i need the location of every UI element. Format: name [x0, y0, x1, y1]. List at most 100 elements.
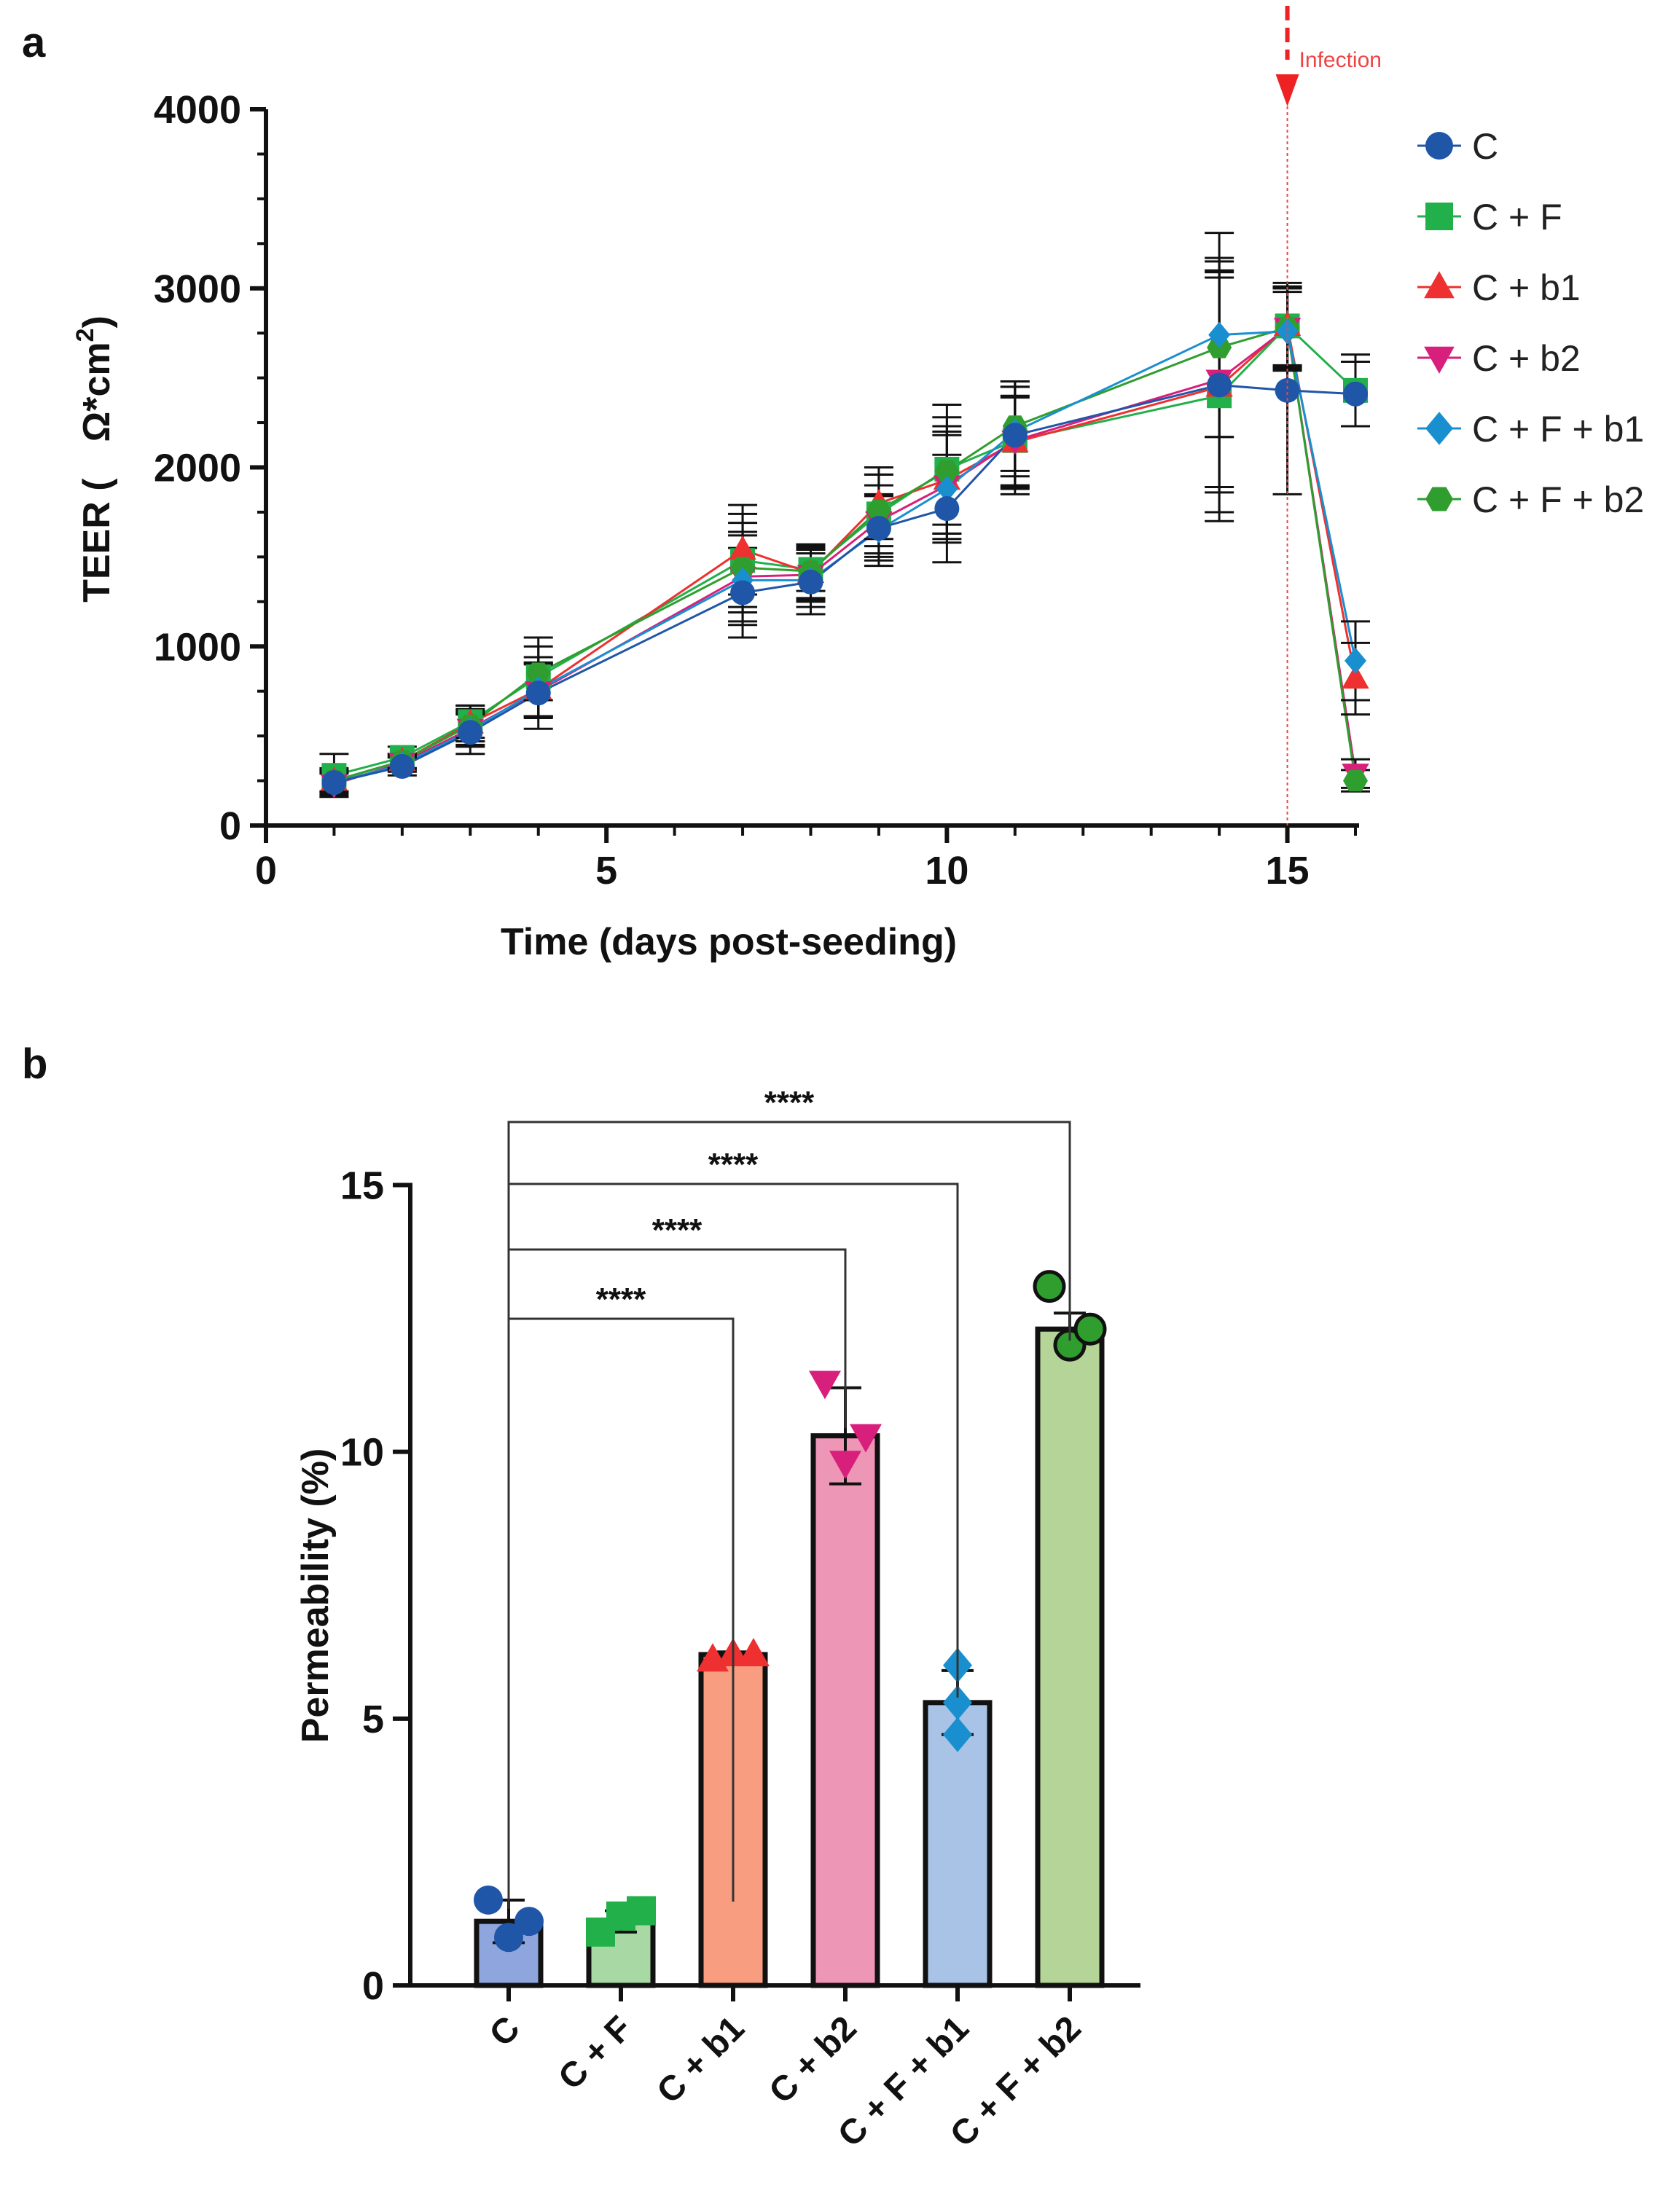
- a-y-tick-label: 1000: [154, 625, 241, 669]
- legend-marker: [1425, 203, 1453, 230]
- a-y-tick-label: 0: [219, 804, 241, 848]
- b-y-tick-label: 10: [340, 1431, 384, 1475]
- significance-label: ****: [764, 1085, 815, 1121]
- significance-bracket: ****: [507, 1212, 847, 1909]
- legend-item: C + b2: [1417, 338, 1581, 379]
- panel-a-label: a: [22, 19, 46, 66]
- b-y-axis-title: Permeability (%): [294, 1448, 337, 1744]
- legend-marker: [1425, 412, 1453, 445]
- b-category-label: C: [482, 2009, 528, 2054]
- b-category-label: C + b2: [762, 2009, 864, 2111]
- a-y-tick-label: 2000: [154, 447, 241, 490]
- a-point-C: [934, 496, 960, 522]
- legend-item: C + b1: [1417, 267, 1581, 308]
- b-data-point: [627, 1896, 656, 1926]
- a-y-axis-title-unit: Ω*cm: [76, 342, 118, 442]
- b-data-point: [943, 1685, 972, 1720]
- b-data-point: [474, 1885, 503, 1915]
- legend-label: C + F + b2: [1472, 479, 1644, 520]
- b-data-point: [850, 1424, 882, 1453]
- a-point-C: [1002, 423, 1028, 448]
- a-x-tick-label: 5: [595, 849, 617, 893]
- a-point-Cb1: [1342, 664, 1369, 689]
- b-data-point: [494, 1923, 523, 1953]
- a-point-C: [458, 720, 483, 745]
- a-point-CFb1: [1345, 647, 1366, 674]
- b-significance-brackets: ****************: [507, 1085, 1071, 1909]
- infection-label: Infection: [1299, 48, 1382, 72]
- a-point-C: [525, 681, 551, 706]
- a-x-tick-label: 0: [255, 849, 277, 893]
- a-series-line-CF: [334, 324, 1357, 777]
- a-y-axis-title: TEER ( Ω*cm2): [71, 315, 118, 603]
- a-y-axis-title-sup: 2: [71, 328, 99, 342]
- panel-b-label: b: [22, 1040, 47, 1088]
- b-data-point: [829, 1451, 861, 1480]
- significance-label: ****: [652, 1212, 702, 1248]
- a-point-C: [321, 770, 347, 796]
- b-y-tick-label: 0: [362, 1964, 384, 2008]
- a-series-lines: [333, 323, 1357, 785]
- a-point-CFb2: [866, 499, 891, 522]
- a-y-axis-title-suffix: ): [76, 315, 118, 328]
- legend-marker: [1425, 487, 1453, 511]
- b-bars: [474, 1326, 1105, 1988]
- legend-marker: [1424, 271, 1455, 299]
- a-point-C: [798, 569, 823, 595]
- legend-label: C: [1472, 126, 1498, 167]
- teer-line-chart: 0 1000 2000 3000 4000 0 5 10 15 Infection C C + F…: [71, 6, 1644, 963]
- infection-arrow-head: [1275, 74, 1299, 106]
- a-point-C: [389, 753, 415, 779]
- a-point-CFb2: [1343, 769, 1368, 792]
- b-category-label: C + b1: [649, 2009, 751, 2111]
- a-point-CFb1: [936, 475, 958, 502]
- legend-marker: [1425, 132, 1453, 160]
- b-bar: [810, 1433, 880, 1988]
- b-data-point: [1033, 1270, 1066, 1303]
- b-data-point: [943, 1717, 972, 1752]
- significance-label: ****: [708, 1147, 759, 1183]
- a-x-axis-title: Time (days post-seeding): [501, 921, 957, 963]
- a-y-tick-label: 3000: [154, 267, 241, 311]
- legend-item: C + F: [1417, 197, 1562, 238]
- b-y-tick-label: 15: [340, 1164, 384, 1207]
- a-markers: [320, 311, 1369, 799]
- legend-label: C + b2: [1472, 338, 1581, 379]
- b-data-point: [737, 1637, 770, 1666]
- a-point-C: [730, 580, 756, 605]
- a-x-tick-label: 15: [1266, 849, 1310, 893]
- legend-label: C + F + b1: [1472, 409, 1644, 450]
- b-y-tick-label: 5: [362, 1698, 384, 1741]
- b-data-point: [514, 1907, 544, 1937]
- significance-bracket: ****: [507, 1085, 1071, 1909]
- legend-marker: [1424, 346, 1455, 374]
- a-point-C: [1275, 377, 1300, 403]
- a-y-axis-title-prefix: TEER (: [76, 478, 118, 603]
- a-series-line-C: [334, 383, 1356, 784]
- a-y-tick-label: 4000: [154, 88, 241, 132]
- a-point-CFb1: [1208, 321, 1231, 348]
- a-x-tick-label: 10: [925, 849, 968, 893]
- a-point-Cb1: [729, 535, 756, 560]
- legend-item: C + F + b1: [1417, 409, 1644, 450]
- a-point-CFb1: [1276, 318, 1299, 345]
- a-point-C: [866, 516, 891, 541]
- a-point-C: [1343, 381, 1368, 407]
- legend-label: C + b1: [1472, 267, 1581, 308]
- b-points: [474, 1270, 1107, 1953]
- legend-label: C + F: [1472, 197, 1562, 238]
- b-category-label: C + F: [551, 2009, 639, 2097]
- significance-label: ****: [596, 1282, 646, 1317]
- b-data-point: [809, 1370, 841, 1400]
- legend-item: C + F + b2: [1417, 479, 1644, 520]
- a-axes: 0 1000 2000 3000 4000 0 5 10 15: [154, 88, 1359, 893]
- b-error-bars: [493, 1311, 1086, 1945]
- a-point-CFb2: [934, 460, 960, 482]
- a-infection-annotation: Infection: [1275, 6, 1382, 825]
- b-bar: [1035, 1326, 1105, 1988]
- b-data-point: [1073, 1312, 1107, 1346]
- a-point-C: [1207, 372, 1232, 398]
- a-legend: C C + F C + b1 C + b2 C + F + b1 C + F + b2: [1417, 126, 1644, 520]
